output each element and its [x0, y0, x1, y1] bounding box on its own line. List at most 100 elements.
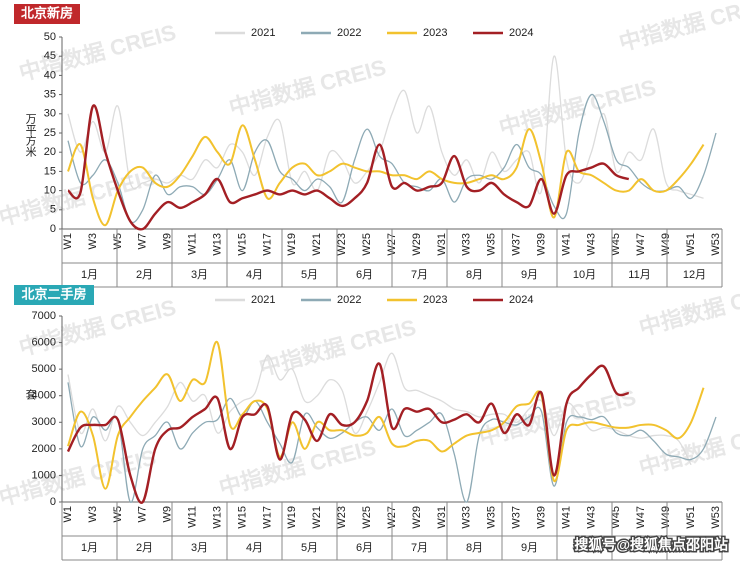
- x-tick-label: W53: [710, 233, 722, 256]
- month-label: 5月: [301, 542, 318, 554]
- x-tick-label: W1: [62, 506, 74, 523]
- x-tick-label: W5: [112, 506, 124, 523]
- x-tick-label: W43: [585, 506, 597, 529]
- month-label: 3月: [191, 269, 208, 281]
- month-label: 8月: [466, 269, 483, 281]
- month-label: 1月: [81, 269, 98, 281]
- x-tick-label: W41: [560, 233, 572, 256]
- x-tick-label: W43: [585, 233, 597, 256]
- x-tick-label: W3: [87, 233, 99, 250]
- legend-label: 2021: [251, 294, 275, 306]
- series-line: [67, 104, 630, 231]
- y-tick-label: 25: [44, 127, 56, 139]
- y-tick-label: 2000: [32, 443, 56, 455]
- month-label: 2月: [136, 269, 153, 281]
- x-tick-label: W35: [486, 233, 498, 256]
- x-tick-label: W3: [87, 506, 99, 523]
- month-label: 8月: [466, 542, 483, 554]
- x-tick-label: W11: [187, 506, 199, 528]
- x-tick-label: W37: [511, 506, 523, 529]
- y-tick-label: 45: [44, 50, 56, 62]
- y-tick-label: 40: [44, 69, 56, 81]
- watermark: 中指数据 CREIS: [256, 315, 418, 381]
- series-line: [67, 55, 704, 199]
- x-tick-label: W21: [311, 233, 323, 256]
- y-tick-label: 20: [44, 146, 56, 158]
- y-tick-label: 1000: [32, 469, 56, 481]
- month-label: 6月: [356, 542, 373, 554]
- footer: 搜狐号@搜狐焦点邵阳站: [574, 537, 728, 553]
- month-label: 6月: [356, 269, 373, 281]
- x-tick-label: W45: [610, 233, 622, 256]
- y-tick-label: 50: [44, 31, 56, 43]
- y-tick-label: 4000: [32, 390, 56, 402]
- watermark: 中指数据 CREIS: [616, 0, 740, 55]
- month-label: 1月: [81, 542, 98, 554]
- month-label: 4月: [246, 269, 263, 281]
- x-tick-label: W17: [261, 233, 273, 256]
- month-label: 9月: [521, 269, 538, 281]
- x-tick-label: W1: [62, 233, 74, 250]
- chart-title: 北京二手房: [21, 286, 86, 301]
- watermark: 中指数据 CREIS: [16, 20, 178, 86]
- x-tick-label: W19: [286, 233, 298, 256]
- y-tick-label: 6000: [32, 336, 56, 348]
- x-tick-label: W51: [685, 506, 697, 529]
- legend-label: 2022: [337, 27, 361, 39]
- x-tick-label: W21: [311, 506, 323, 529]
- y-tick-label: 5: [50, 204, 56, 216]
- month-label: 4月: [246, 542, 263, 554]
- x-tick-label: W29: [411, 506, 423, 529]
- x-tick-label: W51: [685, 233, 697, 256]
- x-tick-label: W31: [436, 233, 448, 256]
- series-line: [67, 124, 705, 227]
- watermark: 中指数据 CREIS: [476, 385, 638, 451]
- x-tick-label: W23: [336, 233, 348, 256]
- x-tick-label: W13: [211, 506, 223, 529]
- y-tick-label: 5000: [32, 363, 56, 375]
- x-tick-label: W33: [461, 506, 473, 529]
- x-tick-label: W9: [162, 233, 174, 250]
- y-tick-label: 0: [50, 223, 56, 235]
- legend-label: 2024: [509, 294, 533, 306]
- title-badge: [14, 285, 94, 305]
- x-tick-label: W5: [112, 233, 124, 250]
- watermark: 中指数据 CREIS: [226, 55, 388, 121]
- x-tick-label: W41: [560, 506, 572, 529]
- x-tick-label: W13: [211, 233, 223, 256]
- x-tick-label: W31: [436, 506, 448, 529]
- y-tick-label: 30: [44, 108, 56, 120]
- watermark: 中指数据 CREIS: [0, 445, 159, 511]
- x-tick-label: W15: [236, 233, 248, 256]
- x-tick-label: W7: [137, 233, 149, 250]
- month-label: 2月: [136, 542, 153, 554]
- month-label: 5月: [301, 269, 318, 281]
- series-line: [67, 93, 717, 224]
- x-tick-label: W49: [660, 506, 672, 529]
- month-label: 11月: [628, 269, 650, 281]
- x-tick-label: W35: [486, 506, 498, 529]
- legend-label: 2023: [423, 27, 447, 39]
- month-label: 9月: [521, 542, 538, 554]
- y-tick-label: 3000: [32, 416, 56, 428]
- y-tick-label: 7000: [32, 310, 56, 322]
- x-tick-label: W23: [336, 506, 348, 529]
- x-tick-label: W37: [511, 233, 523, 256]
- month-label: 10月: [573, 269, 596, 281]
- legend-label: 2021: [251, 27, 275, 39]
- y-tick-label: 15: [44, 165, 56, 177]
- month-label: 7月: [411, 269, 428, 281]
- x-tick-label: W53: [710, 506, 722, 529]
- y-tick-label: 35: [44, 89, 56, 101]
- x-tick-label: W39: [535, 233, 547, 256]
- x-tick-label: W25: [361, 233, 373, 256]
- x-tick-label: W7: [137, 506, 149, 523]
- y-tick-label: 0: [50, 496, 56, 508]
- y-axis-label: 套: [24, 389, 37, 400]
- legend-label: 2022: [337, 294, 361, 306]
- legend-label: 2024: [509, 27, 533, 39]
- x-tick-label: W45: [610, 506, 622, 529]
- x-tick-label: W47: [635, 506, 647, 529]
- x-tick-label: W9: [162, 506, 174, 523]
